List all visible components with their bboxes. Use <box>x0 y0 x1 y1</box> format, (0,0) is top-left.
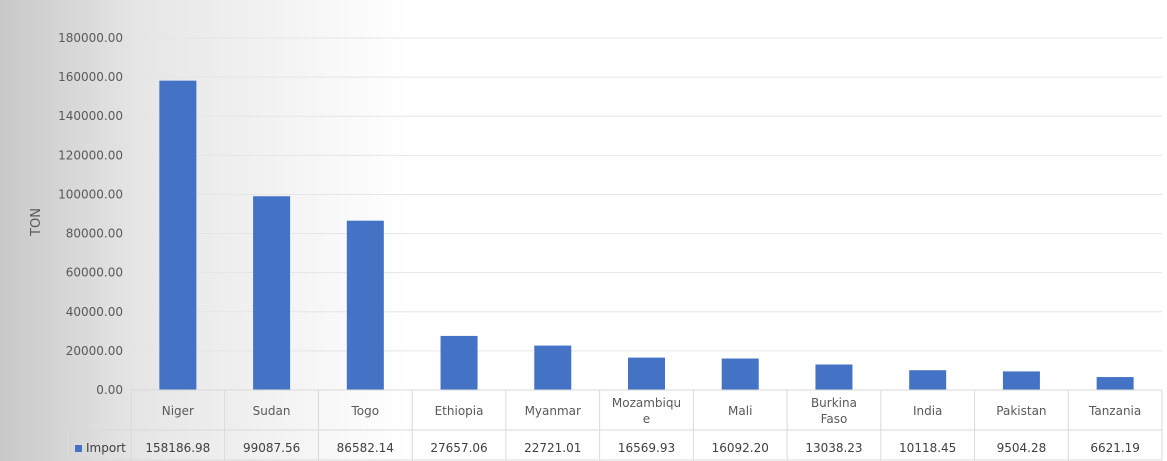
y-tick-label: 180000.00 <box>58 31 123 45</box>
y-axis-ticks: 0.00 20000.00 40000.00 60000.00 80000.00 1000… <box>58 31 123 397</box>
category-label: Togo <box>351 404 380 418</box>
y-tick-label: 0.00 <box>96 383 123 397</box>
bar <box>628 357 665 390</box>
y-tick-label: 80000.00 <box>66 227 123 241</box>
legend-key <box>75 445 82 452</box>
bar <box>909 370 947 390</box>
category-label: Niger <box>162 404 194 418</box>
category-label: Myanmar <box>525 404 581 418</box>
data-value-label: 86582.14 <box>337 441 394 455</box>
data-value-label: 9504.28 <box>997 441 1047 455</box>
bar <box>1096 377 1134 390</box>
category-label: Mali <box>728 404 752 418</box>
series-name: Import <box>86 441 126 455</box>
data-table: Niger Sudan Togo Ethiopia Myanmar Mozambiqu e M… <box>67 389 1163 461</box>
category-label: Tanzania <box>1088 404 1141 418</box>
data-value-label: 16569.93 <box>618 441 675 455</box>
category-label: Ethiopia <box>435 404 484 418</box>
bar <box>159 80 197 391</box>
gridlines <box>131 37 1162 352</box>
y-tick-label: 140000.00 <box>58 109 123 123</box>
bar <box>1002 371 1040 390</box>
y-tick-label: 100000.00 <box>58 187 123 201</box>
data-value-label: 22721.01 <box>524 441 581 455</box>
y-tick-label: 60000.00 <box>66 266 123 280</box>
y-tick-label: 20000.00 <box>66 344 123 358</box>
bar <box>534 345 572 390</box>
y-tick-label: 120000.00 <box>58 148 123 162</box>
y-axis-title: TON <box>29 208 44 237</box>
bar <box>253 196 291 390</box>
data-value-label: 27657.06 <box>430 441 487 455</box>
category-label: Pakistan <box>996 404 1046 418</box>
data-value-label: 16092.20 <box>712 441 769 455</box>
bars <box>159 80 1134 391</box>
category-label: Sudan <box>253 404 291 418</box>
bar <box>440 335 478 390</box>
data-value-label: 6621.19 <box>1090 441 1140 455</box>
bar <box>721 358 759 390</box>
data-value-label: 99087.56 <box>243 441 300 455</box>
category-label: Burkina Faso <box>811 396 857 426</box>
bar <box>815 364 853 390</box>
data-value-label: 10118.45 <box>899 441 956 455</box>
y-tick-label: 40000.00 <box>66 305 123 319</box>
category-label: India <box>913 404 942 418</box>
y-tick-label: 160000.00 <box>58 70 123 84</box>
data-value-label: 158186.98 <box>145 441 210 455</box>
category-label: Mozambiqu e <box>612 396 681 426</box>
bar <box>346 220 384 390</box>
data-value-label: 13038.23 <box>805 441 862 455</box>
